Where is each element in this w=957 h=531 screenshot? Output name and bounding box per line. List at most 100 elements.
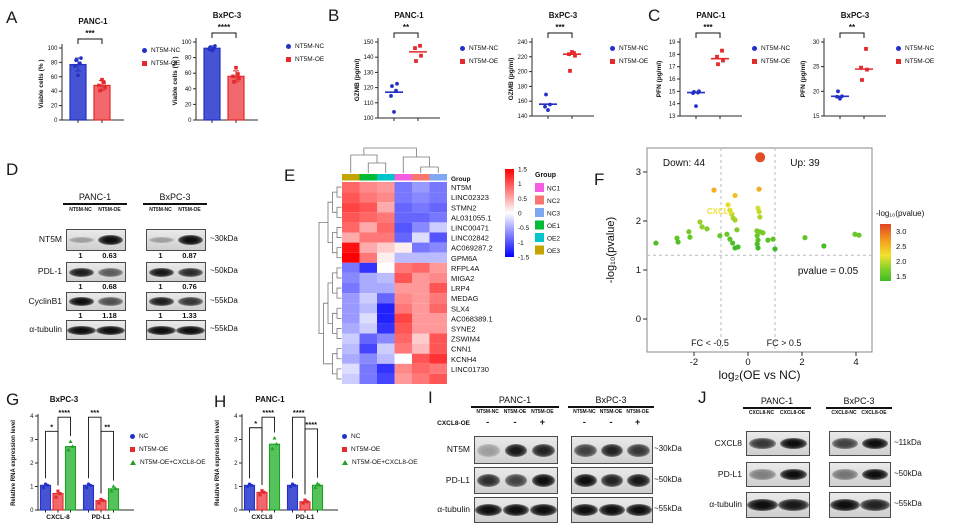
svg-text:18: 18: [669, 52, 676, 58]
svg-text:3: 3: [636, 167, 641, 178]
svg-text:LINC01730: LINC01730: [451, 365, 489, 374]
pvalue-colorbar: [880, 224, 891, 281]
protein-band: [747, 499, 778, 511]
svg-text:-log₁₀(pvalue): -log₁₀(pvalue): [605, 217, 617, 283]
svg-text:80: 80: [51, 60, 58, 66]
svg-text:20: 20: [51, 104, 58, 110]
svg-text:3: 3: [234, 438, 238, 444]
svg-text:3: 3: [30, 438, 34, 444]
square-marker-icon: [610, 59, 615, 64]
legend-item: NT5M-NC: [286, 40, 324, 53]
svg-text:pvalue = 0.05: pvalue = 0.05: [798, 266, 859, 277]
significance: ***** *****: [45, 408, 114, 494]
protein-band: [860, 499, 890, 511]
svg-text:0.5: 0.5: [518, 196, 527, 203]
lane-label: NT5M-OE: [599, 409, 623, 415]
lane-label: NT5M-NC: [149, 207, 172, 213]
significance: ****: [211, 23, 237, 38]
svg-text:MIGA2: MIGA2: [451, 274, 474, 283]
svg-text:NC3: NC3: [547, 211, 560, 218]
svg-text:PANC-1: PANC-1: [394, 11, 424, 20]
svg-text:CXCL8: CXCL8: [251, 514, 273, 521]
protein-band: [149, 297, 174, 306]
svg-text:NC2: NC2: [547, 198, 560, 205]
legend-label: NT5M-NC: [619, 45, 649, 52]
blot-box: [746, 462, 810, 487]
blot-box: [746, 431, 810, 456]
protein-label: α-tubulin: [29, 324, 62, 334]
circle-marker-icon: [130, 434, 135, 439]
quantification-value: 0.68: [102, 282, 117, 291]
svg-text:-log₁₀(pvalue): -log₁₀(pvalue): [876, 209, 925, 218]
svg-text:140: 140: [517, 114, 528, 120]
svg-text:180: 180: [517, 84, 528, 90]
bars-and-points: [243, 436, 324, 511]
scatter-chart-C-BxPC-3: BxPC-3 PFN (pg/ml) 15 20 25 30 **: [800, 11, 886, 120]
protein-band: [531, 474, 555, 487]
protein-label: NT5M: [38, 234, 62, 244]
legend-item: NT5M-NC: [460, 42, 498, 55]
svg-text:2: 2: [30, 461, 34, 467]
lane-label: NT5M-OE: [531, 409, 554, 415]
cell-line-header: PANC-1: [498, 395, 532, 405]
svg-text:NT5M: NT5M: [451, 183, 471, 192]
svg-text:80: 80: [185, 56, 192, 62]
legend-label: NT5M-OE: [295, 56, 325, 63]
legend-item: NT5M-OE: [130, 443, 206, 456]
legend-B-PANC-1: NT5M-NC NT5M-OE: [460, 42, 498, 68]
svg-text:60: 60: [185, 71, 192, 77]
svg-text:KCNH4: KCNH4: [451, 355, 476, 364]
svg-text:LINC02323: LINC02323: [451, 193, 489, 202]
protein-band: [830, 499, 860, 511]
treatment-sign: +: [539, 417, 545, 427]
protein-label: PD-L1: [445, 474, 470, 485]
lane-label: NT5M-OE: [98, 207, 121, 213]
svg-text:130: 130: [363, 70, 374, 76]
blot-box: [474, 467, 558, 494]
protein-band: [98, 297, 123, 306]
panel-letter-G: G: [6, 390, 20, 409]
protein-label: NT5M: [446, 444, 470, 454]
protein-band: [599, 504, 625, 516]
legend-label: NC: [139, 433, 149, 440]
svg-text:40: 40: [51, 89, 58, 95]
panel-letter-C: C: [648, 6, 661, 25]
svg-text:CNN1: CNN1: [451, 345, 471, 354]
svg-text:LINC00471: LINC00471: [451, 224, 489, 233]
svg-text:1: 1: [636, 265, 641, 276]
protein-label: CXCL8: [714, 437, 742, 448]
protein-band: [780, 468, 807, 481]
protein-band: [749, 468, 776, 481]
svg-text:140: 140: [363, 55, 374, 61]
legend-label: NT5M-OE: [905, 58, 935, 65]
svg-text:LRP4: LRP4: [451, 284, 470, 293]
molecular-weight-label: ~55kDa: [654, 504, 682, 513]
svg-text:0: 0: [745, 357, 750, 368]
square-marker-icon: [142, 61, 147, 66]
svg-text:log₂(OE vs NC): log₂(OE vs NC): [718, 368, 800, 382]
svg-text:STMN2: STMN2: [451, 203, 476, 212]
legend-A-PANC-1: NT5M-NC NT5M-OE: [142, 44, 180, 70]
svg-text:2: 2: [234, 461, 238, 467]
square-marker-icon: [752, 59, 757, 64]
significance: **: [839, 23, 865, 38]
circle-marker-icon: [286, 44, 291, 49]
svg-text:220: 220: [517, 55, 528, 61]
header-underline: [568, 406, 654, 408]
svg-text:***: ***: [85, 29, 95, 38]
protein-band: [627, 474, 650, 487]
circle-marker-icon: [896, 46, 901, 51]
svg-text:FC < -0.5: FC < -0.5: [691, 338, 729, 348]
svg-text:60: 60: [51, 75, 58, 81]
gene-labels: NT5MLINC02323STMN2AL031055.1LINC00471LIN…: [451, 183, 493, 374]
cell-line-header: PANC-1: [760, 396, 794, 406]
protein-band: [600, 443, 624, 457]
blot-box: [66, 320, 126, 340]
molecular-weight-label: ~11kDa: [894, 437, 922, 447]
lane-label: NT5M-OE: [626, 409, 649, 415]
svg-text:PANC-1: PANC-1: [255, 395, 285, 404]
legend-item: NC: [342, 430, 418, 443]
svg-text:FC > 0.5: FC > 0.5: [767, 338, 802, 348]
protein-label: PD-L1: [717, 468, 742, 479]
legend-label: NT5M-OE: [619, 58, 649, 65]
